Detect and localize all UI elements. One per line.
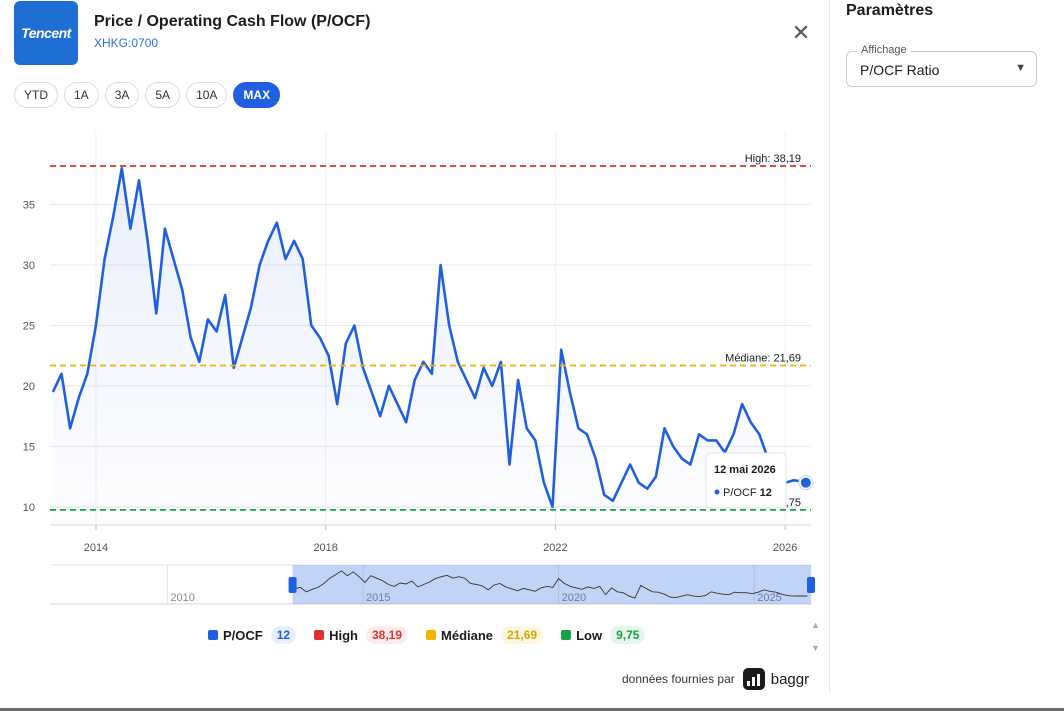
tooltip-value: 12 <box>760 487 772 499</box>
navigator-handle-left[interactable] <box>288 577 297 593</box>
range-button-ytd[interactable]: YTD <box>14 82 58 108</box>
tooltip-date: 12 mai 2026 <box>714 464 776 476</box>
legend-scroll-up-icon[interactable]: ▲ <box>811 620 820 630</box>
navigator-tick-label: 2010 <box>170 592 194 604</box>
tooltip-box <box>705 452 787 509</box>
tooltip-series: P/OCF 12 <box>723 487 772 499</box>
y-tick-label: 35 <box>23 200 35 212</box>
chart-panel: Tencent Price / Operating Cash Flow (P/O… <box>0 1 829 690</box>
legend-label: High <box>329 627 358 643</box>
data-credit: données fournies par baggr <box>622 668 809 690</box>
ticker-symbol[interactable]: XHKG:0700 <box>94 36 159 50</box>
range-button-3a[interactable]: 3A <box>104 82 140 108</box>
x-tick-label: 2022 <box>543 542 567 554</box>
display-select-value: P/OCF Ratio <box>860 62 940 78</box>
x-tick-label: 2018 <box>313 542 337 554</box>
navigator-tick-label: 2015 <box>366 592 390 604</box>
legend-swatch-high <box>314 630 325 640</box>
display-select-label: Affichage <box>857 44 911 56</box>
legend-value: 21,69 <box>501 626 544 644</box>
credit-brand[interactable]: baggr <box>770 670 810 688</box>
tooltip-dot <box>714 489 720 495</box>
legend-value: 12 <box>270 626 297 644</box>
pocf-chart[interactable]: 10 15 20 25 30 35 2014 2018 2022 2026 High: 38,19 M… <box>0 120 829 560</box>
navigator-tick-label: 2025 <box>757 592 781 604</box>
company-logo: Tencent <box>14 1 78 65</box>
y-tick-label: 15 <box>23 441 35 453</box>
range-selector: YTD 1A 3A 5A 10A MAX <box>14 82 281 108</box>
chart-legend: P/OCF 12 High 38,19 Médiane 21,69 Low 9,… <box>208 626 663 644</box>
current-point <box>800 477 811 488</box>
legend-value: 38,19 <box>365 626 409 644</box>
range-button-max[interactable]: MAX <box>233 82 281 108</box>
legend-label: P/OCF <box>223 627 263 643</box>
legend-item-low[interactable]: Low 9,75 <box>561 626 646 644</box>
legend-item-high[interactable]: High 38,19 <box>314 626 409 644</box>
legend-item-median[interactable]: Médiane 21,69 <box>426 626 544 644</box>
settings-panel: Paramètres Affichage P/OCF Ratio ▼ <box>830 0 1064 711</box>
legend-swatch-low <box>561 630 572 640</box>
y-tick-label: 10 <box>23 502 35 514</box>
tooltip: 12 mai 2026 P/OCF 12 <box>705 452 787 509</box>
y-tick-label: 25 <box>23 320 35 332</box>
range-button-1a[interactable]: 1A <box>64 82 99 108</box>
x-tick-label: 2014 <box>84 542 108 554</box>
navigator-selection <box>292 565 812 604</box>
y-tick-label: 30 <box>23 260 35 272</box>
page-title: Price / Operating Cash Flow (P/OCF) <box>94 13 371 30</box>
legend-item-pocf[interactable]: P/OCF 12 <box>208 626 297 644</box>
navigator-tick-label: 2020 <box>562 592 586 604</box>
legend-label: Low <box>576 627 603 643</box>
legend-label: Médiane <box>441 627 494 643</box>
window-bottom-edge <box>0 708 1064 711</box>
series-area-pocf <box>52 168 806 526</box>
legend-swatch-median <box>426 630 437 640</box>
baggr-logo-icon <box>742 668 765 690</box>
range-navigator[interactable]: 2010 2015 2020 2025 <box>0 560 829 610</box>
ref-label-high: High: 38,19 <box>745 153 801 165</box>
panel-divider <box>829 0 830 692</box>
navigator-series <box>294 570 808 599</box>
legend-swatch-pocf <box>208 630 218 640</box>
navigator-handle-right[interactable] <box>807 577 815 593</box>
range-button-5a[interactable]: 5A <box>145 82 181 108</box>
display-select[interactable]: Affichage P/OCF Ratio ▼ <box>846 44 1037 87</box>
range-button-10a[interactable]: 10A <box>186 82 228 108</box>
series-line-pocf <box>51 167 807 509</box>
legend-value: 9,75 <box>610 626 646 644</box>
caret-down-icon: ▼ <box>1015 62 1026 74</box>
close-icon[interactable]: ✕ <box>791 20 811 45</box>
credit-text: données fournies par <box>622 672 735 686</box>
y-tick-label: 20 <box>23 381 35 393</box>
settings-title: Paramètres <box>846 2 934 19</box>
x-tick-label: 2026 <box>773 542 797 554</box>
ref-label-mediane: Médiane: 21,69 <box>725 353 801 365</box>
legend-scroll-down-icon[interactable]: ▼ <box>811 643 820 653</box>
